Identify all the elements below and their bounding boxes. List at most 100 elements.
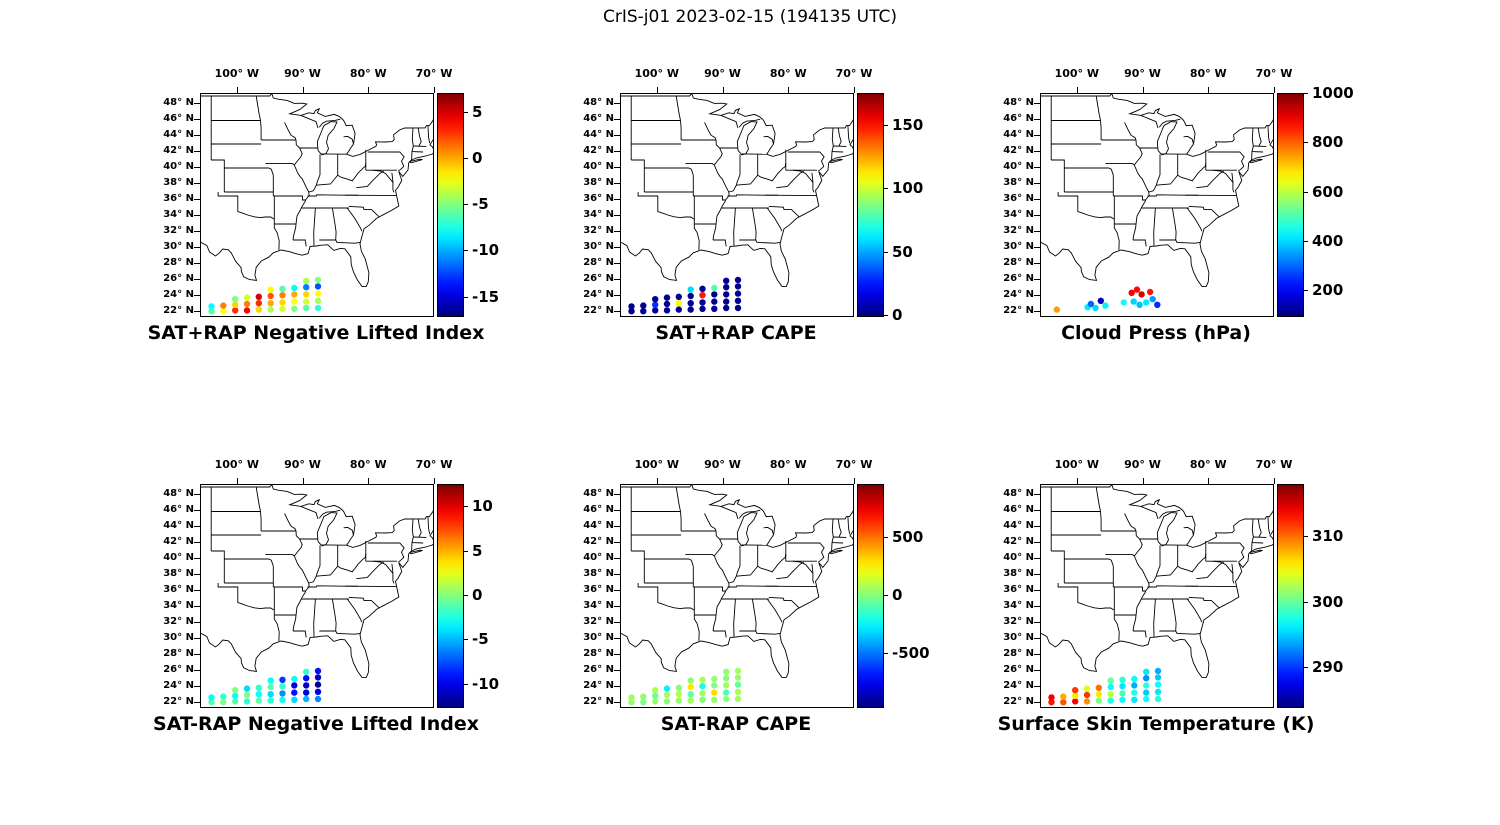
x-tick-label: 100° W	[634, 458, 680, 471]
scatter-point	[1119, 690, 1126, 697]
x-tick-label: 90° W	[284, 67, 321, 80]
axis-tick	[614, 494, 620, 495]
axis-tick	[194, 510, 200, 511]
state-borders	[738, 509, 761, 519]
state-borders	[1257, 518, 1262, 538]
colorbar-tick-mark	[463, 595, 468, 596]
scatter-point	[723, 291, 730, 298]
scatter-point	[232, 692, 239, 699]
axis-tick	[194, 119, 200, 120]
scatter-point	[1107, 691, 1114, 698]
y-tick-label: 26° N	[163, 664, 194, 675]
axis-tick	[1034, 574, 1040, 575]
scatter-point	[1149, 296, 1156, 303]
scatter-point	[243, 691, 251, 699]
axis-tick	[614, 654, 620, 655]
colorbar-tick-mark	[1303, 666, 1308, 668]
scatter-point	[628, 699, 635, 706]
y-tick-label: 38° N	[163, 568, 194, 579]
colorbar-tick-label: 0	[892, 306, 903, 324]
scatter-point	[687, 306, 694, 313]
y-tick-label: 46° N	[583, 113, 614, 124]
y-tick-label: 36° N	[163, 193, 194, 204]
axis-tick	[656, 478, 658, 484]
axis-tick	[1034, 526, 1040, 527]
state-borders	[1064, 558, 1114, 567]
state-borders	[1231, 563, 1235, 584]
map-plot	[200, 93, 434, 317]
state-borders	[217, 192, 275, 220]
map-plot	[1040, 484, 1274, 708]
y-tick-label: 32° N	[583, 616, 614, 627]
axis-tick	[614, 151, 620, 152]
panel-title: SAT+RAP Negative Lifted Index	[147, 322, 485, 344]
state-borders	[427, 125, 431, 144]
axis-tick	[194, 702, 200, 703]
scatter-point	[232, 698, 239, 705]
axis-tick	[1034, 311, 1040, 312]
state-borders	[265, 553, 295, 557]
scatter-point	[1095, 691, 1102, 698]
axis-tick	[1273, 478, 1275, 484]
scatter-point	[220, 693, 227, 700]
state-borders	[417, 127, 422, 147]
state-borders	[1141, 115, 1159, 129]
axis-tick	[433, 478, 435, 484]
axis-tick	[194, 215, 200, 216]
scatter-point	[314, 695, 322, 703]
axis-tick	[1034, 279, 1040, 280]
axis-tick	[614, 510, 620, 511]
state-borders	[411, 127, 414, 161]
scatter-point	[243, 698, 251, 705]
y-tick-label: 30° N	[163, 632, 194, 643]
y-tick-label: 38° N	[583, 177, 614, 188]
y-tick-label: 28° N	[163, 648, 194, 659]
y-tick-label: 38° N	[1003, 568, 1034, 579]
state-borders	[768, 205, 800, 218]
state-borders	[1212, 560, 1234, 574]
axis-tick	[1034, 119, 1040, 120]
scatter-point	[699, 299, 706, 306]
state-borders	[343, 135, 354, 145]
state-borders	[693, 586, 726, 592]
scatter-point	[675, 691, 682, 698]
scatter-point	[314, 276, 322, 284]
colorbar-tick-mark	[463, 157, 468, 159]
state-borders	[301, 115, 319, 129]
scatter-point	[675, 306, 682, 313]
state-borders	[318, 509, 341, 519]
state-borders	[704, 122, 730, 241]
y-tick-label: 38° N	[163, 177, 194, 188]
axis-tick	[614, 167, 620, 168]
scatter-point	[1131, 675, 1138, 683]
scatter-point	[303, 675, 310, 682]
state-borders	[693, 610, 700, 642]
colorbar-tick-label: 290	[1312, 657, 1344, 676]
colorbar-tick-label: -10	[472, 241, 500, 260]
y-tick-label: 24° N	[583, 289, 614, 300]
state-borders	[1207, 542, 1245, 563]
state-borders	[1057, 192, 1115, 220]
scatter-point	[1107, 683, 1114, 691]
scatter-point	[723, 304, 730, 312]
y-tick-label: 40° N	[163, 552, 194, 563]
axis-tick	[1142, 478, 1144, 484]
state-borders	[211, 550, 225, 583]
axis-tick	[1208, 87, 1210, 93]
x-tick-label: 70° W	[415, 67, 453, 80]
x-tick-label: 70° W	[835, 458, 873, 471]
scatter-point	[723, 682, 730, 689]
state-borders	[1183, 526, 1194, 536]
state-borders	[346, 207, 363, 232]
state-borders	[265, 162, 295, 166]
state-borders	[1133, 630, 1147, 638]
scatter-point	[723, 298, 730, 305]
scatter-point	[232, 687, 239, 694]
axis-tick	[236, 478, 238, 484]
state-borders	[315, 545, 321, 577]
scatter-point	[303, 682, 310, 689]
scatter-point	[1143, 668, 1150, 675]
state-borders	[319, 239, 361, 244]
y-tick-label: 38° N	[1003, 177, 1034, 188]
